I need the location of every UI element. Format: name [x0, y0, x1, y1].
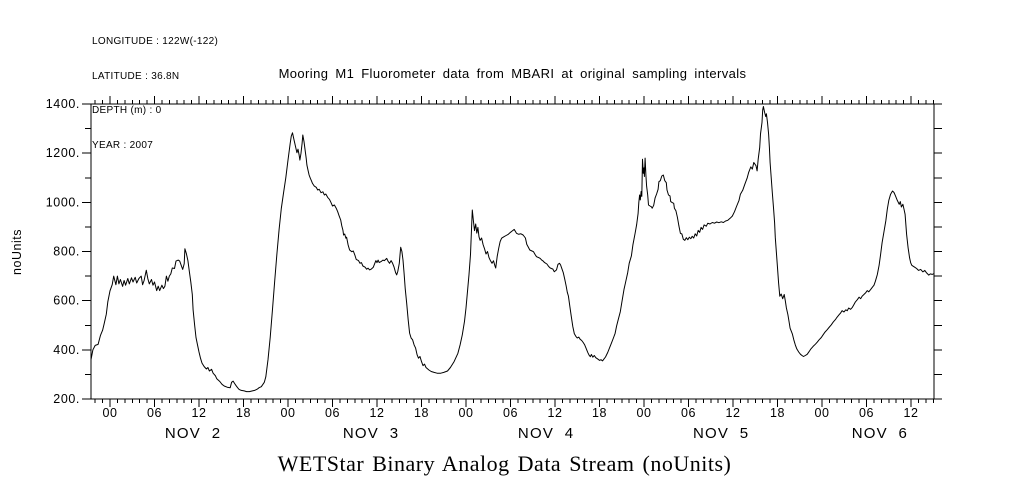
tick-label: 18 — [770, 406, 785, 420]
tick-label: 12 — [903, 406, 918, 420]
data-series-line — [90, 106, 935, 393]
metadata-year: YEAR : 2007 — [92, 139, 154, 151]
tick-label: 06 — [147, 406, 162, 420]
tick-label: 00 — [458, 406, 473, 420]
tick-label: 12 — [725, 406, 740, 420]
tick-label: 06 — [325, 406, 340, 420]
tick-label: 18 — [592, 406, 607, 420]
tick-label: 12 — [369, 406, 384, 420]
tick-label: NOV 6 — [852, 425, 908, 442]
metadata-depth: DEPTH (m) : 0 — [92, 105, 162, 116]
tick-label: NOV 4 — [518, 425, 574, 442]
y-axis-label: noUnits — [10, 229, 24, 275]
tick-label: 00 — [280, 406, 295, 420]
tick-label: NOV 5 — [693, 425, 749, 442]
tick-label: 1000. — [46, 195, 80, 209]
metadata-block: LONGITUDE : 122W(-122) LATITUDE : 36.8N … — [92, 13, 218, 174]
metadata-latitude: LATITUDE : 36.8N — [92, 70, 180, 82]
tick-label: NOV 3 — [343, 425, 399, 442]
tick-label: 00 — [102, 406, 117, 420]
tick-label: 18 — [414, 406, 429, 420]
tick-label: 1400. — [46, 97, 80, 111]
tick-label: 00 — [636, 406, 651, 420]
tick-label: 06 — [859, 406, 874, 420]
tick-label: 1200. — [46, 146, 80, 160]
metadata-longitude: LONGITUDE : 122W(-122) — [92, 36, 219, 47]
tick-label: NOV 2 — [165, 425, 221, 442]
axes-and-series: 00 06 12 18 00 06 12 18 00 06 12 18 00 06 12 18 00 06 12 NO… — [46, 96, 942, 442]
tick-label: 600. — [53, 294, 80, 308]
tick-label: 06 — [681, 406, 696, 420]
chart-caption: WETStar Binary Analog Data Stream (noUni… — [277, 451, 732, 476]
plot-frame — [90, 103, 935, 400]
tick-label: 12 — [547, 406, 562, 420]
tick-label: 400. — [53, 343, 80, 357]
tick-label: 800. — [53, 245, 80, 259]
chart-title: Mooring M1 Fluorometer data from MBARI a… — [278, 66, 747, 81]
tick-label: 06 — [503, 406, 518, 420]
tick-label: 00 — [814, 406, 829, 420]
tick-label: 200. — [53, 392, 80, 406]
tick-label: 18 — [236, 406, 251, 420]
tick-label: 12 — [191, 406, 206, 420]
